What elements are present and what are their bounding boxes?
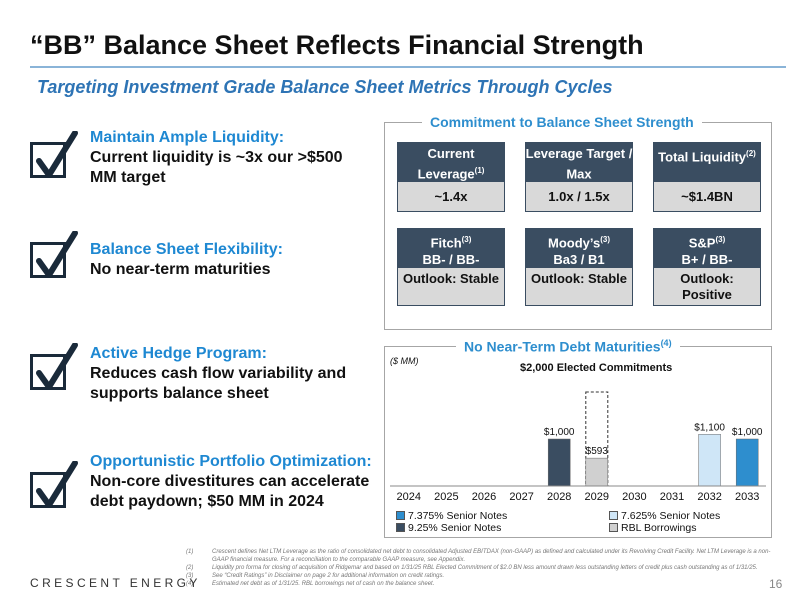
page-number: 16 <box>769 577 783 591</box>
metric-value: ~1.4x <box>397 182 505 212</box>
rating-agency: S&P <box>688 235 716 251</box>
legend-swatch <box>609 523 618 532</box>
checkbox-checked-icon <box>30 231 78 278</box>
legend-item-rbl: RBL Borrowings <box>609 522 696 534</box>
footnote-ref: (2) <box>746 149 756 158</box>
legend-label: 7.375% Senior Notes <box>408 510 508 522</box>
data-label-2032: $1,100 <box>694 422 725 433</box>
legend-swatch <box>609 511 618 520</box>
bullet-liquidity: Maintain Ample Liquidity: Current liquid… <box>30 128 360 198</box>
x-tick-label: 2032 <box>697 491 721 503</box>
legend-swatch <box>396 511 405 520</box>
metric-label: Leverage Target / Max <box>525 146 633 182</box>
units-label: ($ MM) <box>390 356 419 366</box>
data-label-2033: $1,000 <box>732 427 763 438</box>
rating-value: Ba3 / B1 <box>553 252 605 268</box>
bullet-body: No near-term maturities <box>90 261 271 278</box>
rating-outlook: Outlook: Stable <box>525 268 633 306</box>
data-label-2028: $1,000 <box>544 427 575 438</box>
legend-label: 9.25% Senior Notes <box>408 522 502 534</box>
legend-swatch <box>396 523 405 532</box>
checkbox-checked-icon <box>30 131 78 178</box>
footnote: (1) Crescent defines Net LTM Leverage as … <box>186 549 771 563</box>
rating-agency: Moody’s <box>547 235 601 251</box>
footnote: (2) Liquidity pro forma for closing of ac… <box>186 565 758 571</box>
rating-card-sp: S&P(3) B+ / BB- Outlook: Positive <box>653 228 761 306</box>
metric-label: Current Leverage <box>417 146 475 182</box>
footnote: (3) See “Credit Ratings” in Disclaimer on… <box>186 573 445 579</box>
rating-card-fitch: Fitch(3) BB- / BB- Outlook: Stable <box>397 228 505 306</box>
legend-item-7375: 7.375% Senior Notes <box>396 510 507 522</box>
rating-card-moodys: Moody’s(3) Ba3 / B1 Outlook: Stable <box>525 228 633 306</box>
legend-label: 7.625% Senior Notes <box>621 510 721 522</box>
metric-card-total-liquidity: Total Liquidity(2) ~$1.4BN <box>653 142 761 212</box>
page-subtitle: Targeting Investment Grade Balance Sheet… <box>37 77 613 97</box>
footnote-ref: (1) <box>474 166 485 175</box>
debt-maturities-chart: $1,000 $1,100 $1,000 $593 2024 2025 2026 2027 20… <box>390 391 766 503</box>
bullet-heading: Balance Sheet Flexibility: <box>90 241 283 258</box>
maturities-panel-title: No Near-Term Debt Maturities(4) <box>456 338 680 355</box>
commitment-panel-title: Commitment to Balance Sheet Strength <box>422 114 702 130</box>
bar-2032 <box>698 434 721 487</box>
footnote-ref: (3) <box>600 235 611 244</box>
bullet-heading: Opportunistic Portfolio Optimization: <box>90 453 372 470</box>
checkbox-checked-icon <box>30 461 78 508</box>
metric-value: ~$1.4BN <box>653 182 761 212</box>
x-tick-label: 2027 <box>509 491 533 503</box>
x-tick-label: 2033 <box>735 491 759 503</box>
metric-value: 1.0x / 1.5x <box>525 182 633 212</box>
rating-value: BB- / BB- <box>422 252 480 268</box>
legend-item-7625: 7.625% Senior Notes <box>609 510 720 522</box>
brand-wordmark: CRESCENT ENERGY <box>30 576 201 590</box>
x-tick-label: 2028 <box>547 491 571 503</box>
bullet-portfolio: Opportunistic Portfolio Optimization: No… <box>30 452 372 534</box>
bullet-heading: Active Hedge Program: <box>90 345 267 362</box>
bullet-hedge: Active Hedge Program: Reduces cash flow … <box>30 343 360 414</box>
bar-2033 <box>735 438 759 487</box>
title-divider <box>30 66 786 68</box>
footnotes: (1) Crescent defines Net LTM Leverage as … <box>186 548 776 588</box>
x-tick-label: 2030 <box>622 491 646 503</box>
x-tick-label: 2024 <box>397 491 421 503</box>
bar-2028 <box>547 438 571 487</box>
bar-2029 <box>585 457 609 487</box>
data-label-2029: $593 <box>586 446 609 457</box>
footnote-ref: (3) <box>461 235 472 244</box>
page-title: “BB” Balance Sheet Reflects Financial St… <box>30 30 644 60</box>
x-tick-label: 2029 <box>585 491 609 503</box>
rating-agency: Fitch <box>430 235 462 251</box>
metric-card-current-leverage: Current Leverage(1) ~1.4x <box>397 142 505 212</box>
metric-label: Total Liquidity <box>658 149 747 165</box>
footnote-ref: (3) <box>715 235 726 244</box>
legend-label: RBL Borrowings <box>621 522 697 534</box>
maturities-title-text: No Near-Term Debt Maturities <box>464 338 661 355</box>
bullet-body: Reduces cash flow variability and suppor… <box>90 365 347 402</box>
footnote: (4) Estimated net debt as of 1/31/25. RBL… <box>186 581 435 587</box>
bullet-heading: Maintain Ample Liquidity: <box>90 129 285 146</box>
checkbox-checked-icon <box>30 343 78 390</box>
rating-outlook: Outlook: Positive <box>653 268 761 306</box>
metric-card-leverage-target: Leverage Target / Max 1.0x / 1.5x <box>525 142 633 212</box>
bullet-flexibility: Balance Sheet Flexibility: No near-term … <box>30 231 360 290</box>
rating-outlook: Outlook: Stable <box>397 268 505 306</box>
rating-value: B+ / BB- <box>681 252 733 268</box>
elected-commitments-label: $2,000 Elected Commitments <box>520 362 673 374</box>
x-tick-label: 2026 <box>472 491 496 503</box>
legend-item-925: 9.25% Senior Notes <box>396 522 501 534</box>
x-tick-label: 2025 <box>434 491 458 503</box>
bullet-body: Current liquidity is ~3x our >$500 MM ta… <box>90 149 343 186</box>
x-tick-label: 2031 <box>660 491 684 503</box>
bullet-body: Non-core divestitures can accelerate deb… <box>90 473 370 510</box>
footnote-ref: (4) <box>660 338 672 348</box>
